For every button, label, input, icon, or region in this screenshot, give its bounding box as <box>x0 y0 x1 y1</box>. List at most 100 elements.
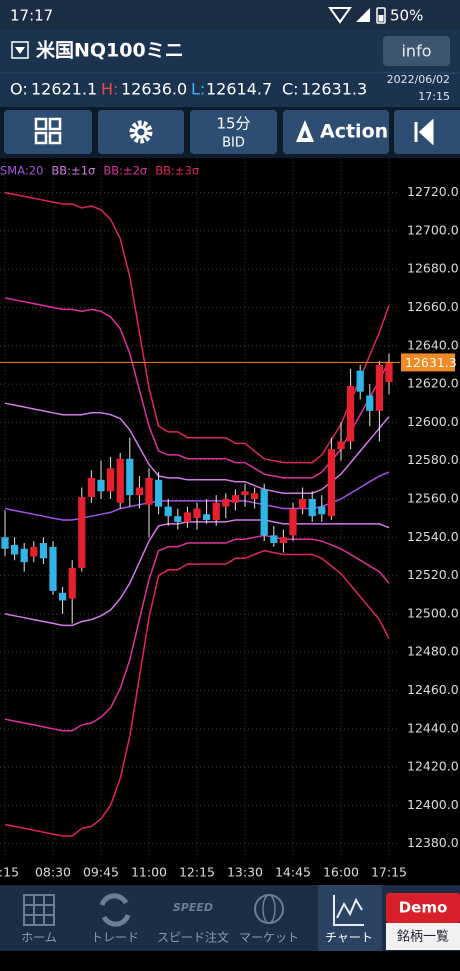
candle-body <box>241 491 249 496</box>
nav-label[interactable]: ホーム <box>21 931 57 945</box>
last-price-box <box>401 353 455 372</box>
candle-body <box>135 487 143 496</box>
indicator-line <box>4 471 390 521</box>
candle-body <box>20 548 28 563</box>
grid-icon <box>34 117 62 145</box>
home-icon <box>23 894 55 926</box>
y-tick-label: 12380.0 <box>407 835 459 850</box>
candle-body <box>107 468 115 492</box>
action-button[interactable] <box>283 110 389 154</box>
candle-body <box>270 535 278 544</box>
ohlc-value: 12614.7 <box>206 80 272 99</box>
action-icon <box>296 120 314 142</box>
x-tick-label: 12:15 <box>179 865 215 880</box>
y-tick-label: 12480.0 <box>407 644 459 659</box>
candle-body <box>39 543 47 559</box>
y-tick-label: 12580.0 <box>407 452 459 467</box>
demo-badge[interactable] <box>386 893 460 923</box>
candle-body <box>11 544 19 555</box>
ohlc-key: C: <box>282 80 299 99</box>
info-label: info <box>401 42 431 61</box>
y-tick-label: 12620.0 <box>407 376 459 391</box>
legend-entry: BB:±1σ <box>51 164 95 178</box>
y-tick-label: 12540.0 <box>407 529 459 544</box>
info-button[interactable] <box>383 36 450 66</box>
battery-icon <box>376 7 386 24</box>
layout-button[interactable] <box>4 110 92 154</box>
x-tick-label: 14:45 <box>275 865 311 880</box>
last-price-label: 12631.3 <box>405 355 457 370</box>
ohlc-key: L: <box>191 80 205 99</box>
candle-body <box>279 537 287 544</box>
battery-text: 50% <box>390 7 423 25</box>
bottom-nav <box>0 885 460 951</box>
candle-body <box>87 477 95 498</box>
list-button[interactable] <box>386 923 460 950</box>
candle-body <box>1 537 9 549</box>
candle-body <box>116 458 124 503</box>
indicator-line <box>4 549 390 837</box>
candle-body <box>49 546 57 591</box>
x-tick-label: 16:00 <box>323 865 359 880</box>
gear-icon <box>129 120 153 144</box>
y-tick-label: 12420.0 <box>407 759 459 774</box>
y-tick-label: 12640.0 <box>407 337 459 352</box>
nav-label-active[interactable]: チャート <box>325 931 373 945</box>
gear-core <box>134 125 148 139</box>
candle-body <box>337 441 345 450</box>
x-tick-label: 09:45 <box>83 865 119 880</box>
candle-body <box>59 592 67 601</box>
candle-body <box>174 516 182 522</box>
y-tick-label: 12440.0 <box>407 720 459 735</box>
system-bar <box>0 951 460 971</box>
interval-button[interactable] <box>190 110 277 154</box>
status-time: 17:17 <box>10 7 53 25</box>
candle-body <box>385 362 393 382</box>
candle-body <box>308 498 316 517</box>
bar-date: 2022/06/02 <box>387 73 450 86</box>
indicator-line <box>4 297 390 479</box>
candle-body <box>145 477 153 505</box>
x-tick-label: 08:30 <box>35 865 71 880</box>
candle-body <box>68 567 76 599</box>
ohlc-value: 12631.3 <box>301 80 367 99</box>
candle-body <box>164 506 172 517</box>
candle-body <box>203 514 211 521</box>
ohlc-key: H: <box>101 80 118 99</box>
ohlc-value: 12621.1 <box>31 80 97 99</box>
x-tick-label: 13:30 <box>227 865 263 880</box>
y-tick-label: 12700.0 <box>407 222 459 237</box>
settings-button[interactable] <box>98 110 184 154</box>
x-tick-label: 11:00 <box>131 865 167 880</box>
x-tick-label: 17:15 <box>371 865 407 880</box>
trade-icon <box>99 893 131 927</box>
legend-entry: BB:±2σ <box>103 164 147 178</box>
candle-body <box>212 502 220 521</box>
nav-label[interactable]: スピード注文 <box>157 930 229 945</box>
candle-body <box>193 508 201 519</box>
nav-label[interactable]: トレード <box>91 931 139 945</box>
candle-body <box>375 364 383 411</box>
candle-body <box>222 498 230 507</box>
legend-entry: BB:±3σ <box>155 164 199 178</box>
candle-body <box>260 489 268 536</box>
speed-icon: SPEED <box>173 901 213 914</box>
bar-time: 17:15 <box>418 90 450 103</box>
interval-label: 15分 <box>216 115 250 133</box>
nav-label[interactable]: マーケット <box>239 931 299 945</box>
candle-body <box>366 395 374 411</box>
signal-icon <box>356 8 370 22</box>
legend-entry: SMA:20 <box>0 164 43 178</box>
chart: 12380.0 12400.0 12420.0 12440.0 12460.0 12480… <box>0 158 459 880</box>
x-tick-label: 7:15 <box>0 865 19 880</box>
y-tick-label: 12460.0 <box>407 682 459 697</box>
side-label: BID <box>222 136 245 151</box>
y-tick-label: 12400.0 <box>407 797 459 812</box>
candle-body <box>30 546 38 557</box>
y-tick-label: 12560.0 <box>407 490 459 505</box>
chart-icon <box>333 895 364 926</box>
battery-level <box>378 15 384 22</box>
dropdown-arrow <box>15 47 25 54</box>
dropdown-icon[interactable] <box>11 41 29 59</box>
